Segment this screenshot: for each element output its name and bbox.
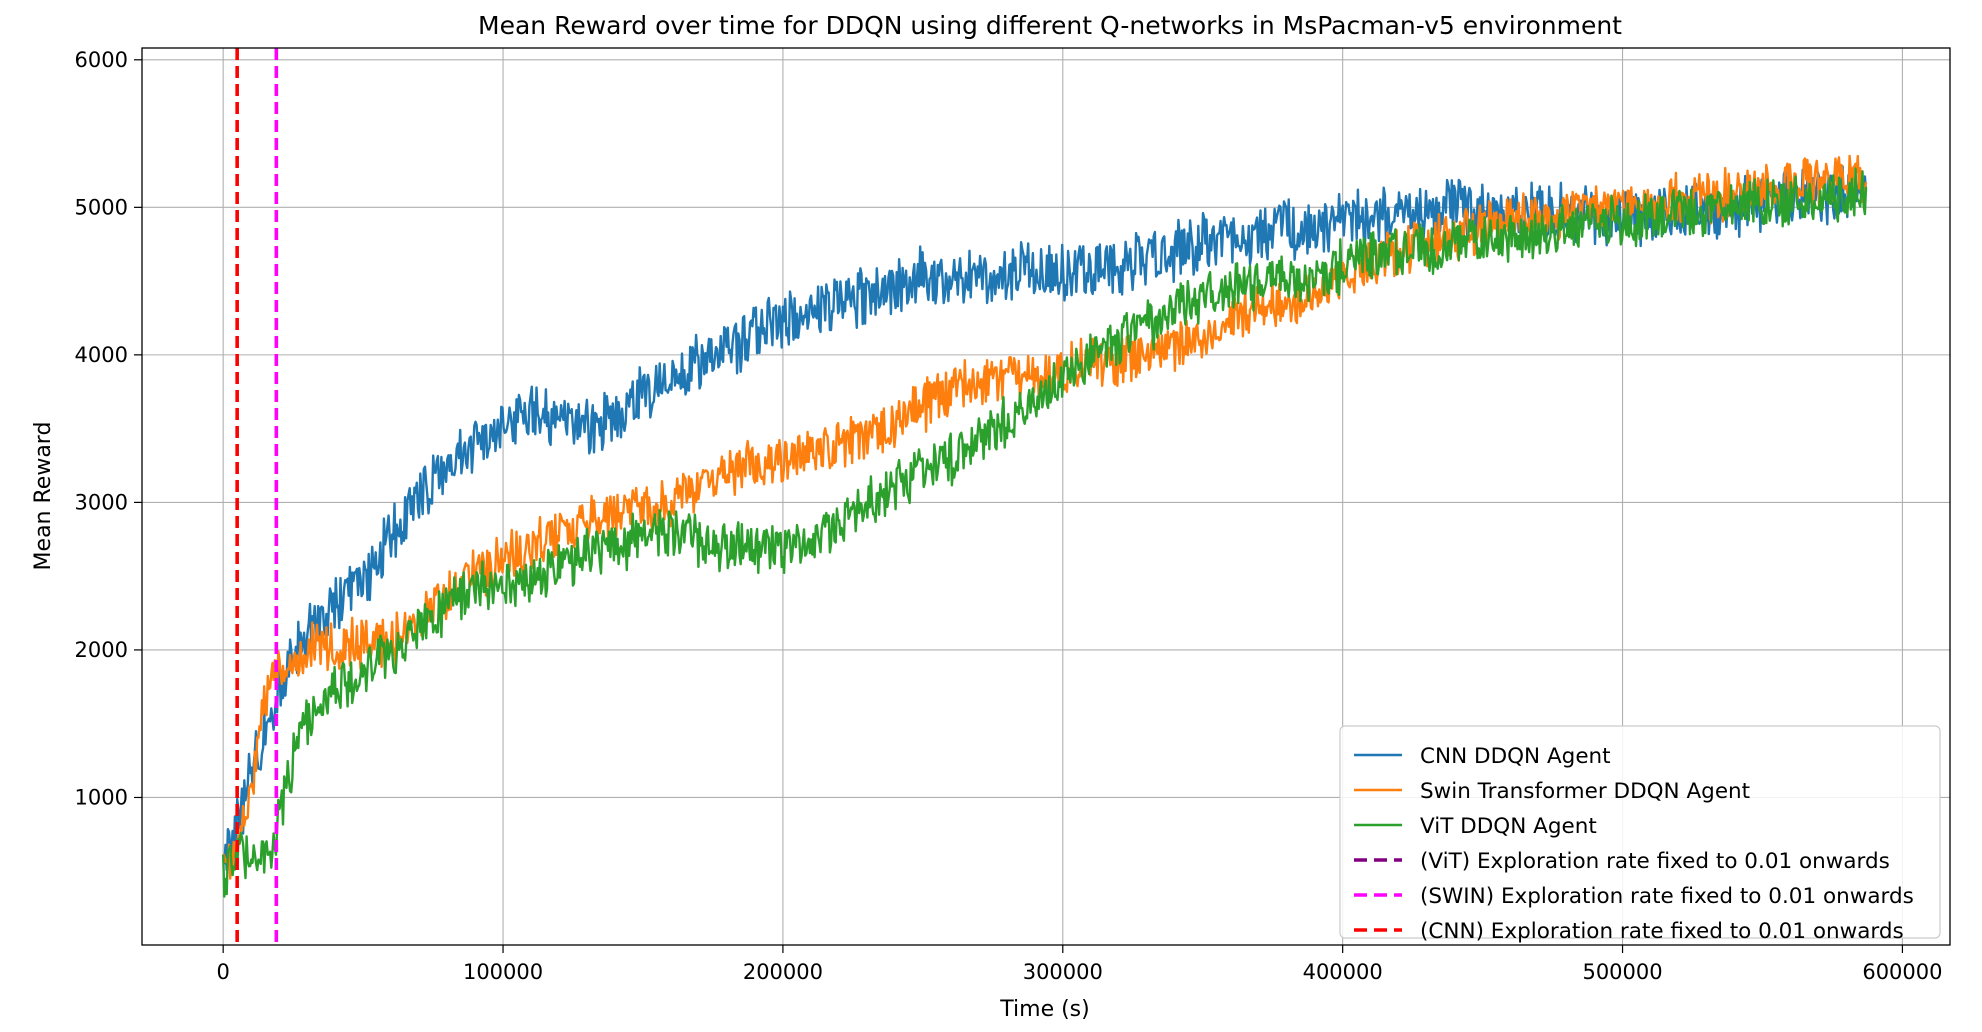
x-tick-label: 0 [216, 960, 229, 984]
x-tick-label: 400000 [1303, 960, 1383, 984]
vline-layer [235, 48, 279, 945]
y-tick-label: 6000 [75, 48, 128, 72]
x-axis: 0 100000 200000 300000 400000 500000 600000 [216, 945, 1943, 984]
legend-label-series-vit: ViT DDQN Agent [1420, 814, 1597, 839]
chart-title: Mean Reward over time for DDQN using dif… [478, 11, 1622, 40]
series-line-vit [222, 167, 1868, 898]
y-tick-label: 5000 [75, 195, 128, 219]
y-tick-label: 2000 [75, 638, 128, 662]
x-tick-label: 500000 [1582, 960, 1662, 984]
legend-label-series-swin: Swin Transformer DDQN Agent [1420, 779, 1750, 804]
y-axis-label: Mean Reward [31, 422, 56, 571]
x-tick-label: 600000 [1862, 960, 1942, 984]
x-tick-label: 200000 [743, 960, 823, 984]
y-axis: 1000 2000 3000 4000 5000 6000 [75, 48, 142, 809]
legend-label-vline-vit: (ViT) Exploration rate fixed to 0.01 onw… [1420, 849, 1890, 874]
plot-frame [141, 47, 1951, 946]
y-tick-label: 4000 [75, 343, 128, 367]
legend-box [1339, 725, 1941, 939]
x-tick-label: 300000 [1023, 960, 1103, 984]
legend-label-vline-swin: (SWIN) Exploration rate fixed to 0.01 on… [1420, 884, 1914, 909]
x-tick-label: 100000 [463, 960, 543, 984]
legend: CNN DDQN Agent Swin Transformer DDQN Agen… [1339, 725, 1941, 944]
series-layer [222, 154, 1868, 898]
y-tick-label: 1000 [75, 785, 128, 809]
x-axis-label: Time (s) [999, 997, 1089, 1022]
legend-label-vline-cnn: (CNN) Exploration rate fixed to 0.01 onw… [1420, 919, 1904, 944]
y-tick-label: 3000 [75, 490, 128, 514]
legend-label-series-cnn: CNN DDQN Agent [1420, 744, 1611, 769]
